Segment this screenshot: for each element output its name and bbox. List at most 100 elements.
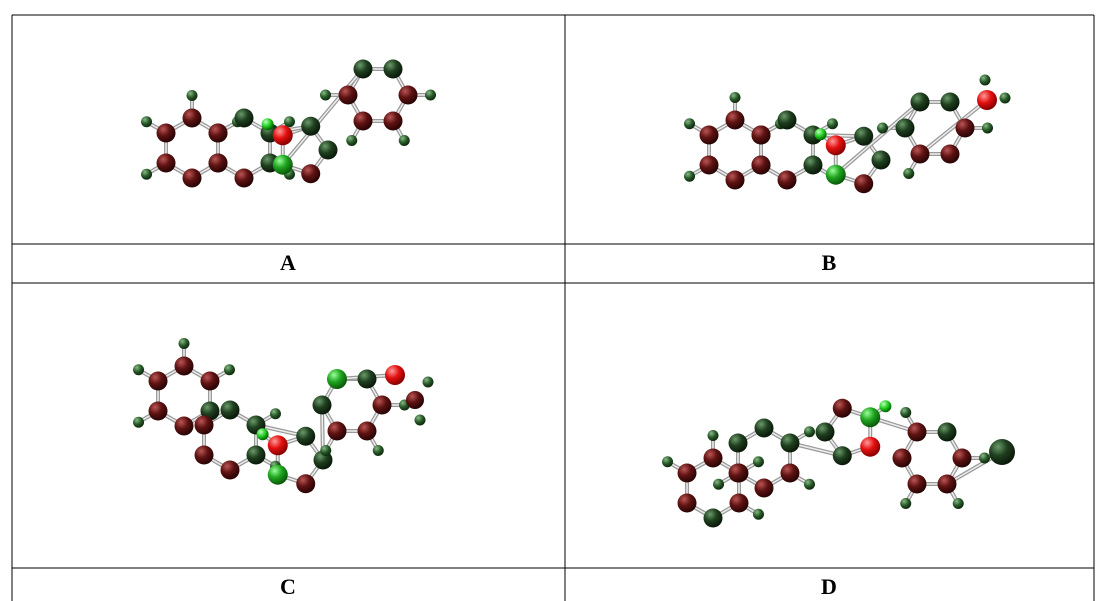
atom bbox=[273, 125, 293, 145]
atom bbox=[221, 401, 240, 420]
atom bbox=[358, 370, 377, 389]
atom bbox=[877, 123, 888, 134]
atom bbox=[328, 421, 347, 440]
atom bbox=[319, 141, 338, 160]
atom bbox=[678, 494, 697, 513]
atom bbox=[989, 439, 1015, 465]
atom bbox=[896, 119, 915, 138]
atom bbox=[860, 407, 880, 427]
atom bbox=[1000, 93, 1011, 104]
atom bbox=[755, 419, 774, 438]
atom bbox=[854, 174, 873, 193]
atom bbox=[900, 498, 911, 509]
atom bbox=[246, 446, 265, 465]
atom bbox=[953, 498, 964, 509]
atom bbox=[235, 169, 254, 188]
atom bbox=[221, 461, 240, 480]
atom bbox=[133, 417, 144, 428]
panel-label: A bbox=[280, 250, 296, 275]
atom bbox=[200, 372, 219, 391]
atom bbox=[268, 465, 288, 485]
atom bbox=[713, 479, 724, 490]
atom bbox=[982, 123, 993, 134]
atom bbox=[149, 402, 168, 421]
atom bbox=[301, 164, 320, 183]
atom bbox=[804, 426, 815, 437]
atom bbox=[729, 494, 748, 513]
atom bbox=[187, 90, 198, 101]
atom bbox=[384, 60, 403, 79]
atom bbox=[662, 456, 673, 467]
atom bbox=[938, 474, 957, 493]
atom bbox=[406, 391, 424, 409]
figure: A B C D bbox=[0, 0, 1105, 601]
atom bbox=[908, 474, 927, 493]
atom bbox=[729, 464, 748, 483]
atom bbox=[183, 109, 202, 128]
atom bbox=[908, 423, 927, 442]
atom bbox=[385, 365, 405, 385]
atom bbox=[803, 156, 822, 175]
atom bbox=[296, 474, 315, 493]
atom bbox=[133, 364, 144, 375]
atom bbox=[753, 509, 764, 520]
atom bbox=[729, 434, 748, 453]
atom bbox=[854, 127, 873, 146]
atom bbox=[373, 445, 384, 456]
atom bbox=[956, 119, 975, 138]
atom bbox=[816, 423, 835, 442]
atom bbox=[235, 109, 254, 128]
atom bbox=[358, 421, 377, 440]
atom bbox=[704, 509, 723, 528]
atom bbox=[815, 128, 827, 140]
atom bbox=[678, 464, 697, 483]
atom bbox=[826, 165, 846, 185]
atom bbox=[301, 117, 320, 136]
atom bbox=[778, 111, 797, 130]
atom bbox=[354, 60, 373, 79]
atom bbox=[700, 126, 719, 145]
atom bbox=[979, 453, 990, 464]
atom bbox=[423, 377, 434, 388]
atom bbox=[320, 445, 331, 456]
atom bbox=[780, 434, 799, 453]
atom bbox=[179, 338, 190, 349]
atom bbox=[320, 90, 331, 101]
atom bbox=[827, 118, 838, 129]
atom bbox=[977, 90, 997, 110]
atom bbox=[384, 111, 403, 130]
atom bbox=[911, 93, 930, 112]
atom bbox=[149, 372, 168, 391]
atom bbox=[980, 75, 991, 86]
atom bbox=[893, 449, 912, 468]
atom bbox=[708, 430, 719, 441]
atom bbox=[752, 156, 771, 175]
atom bbox=[804, 479, 815, 490]
atom bbox=[339, 86, 358, 105]
atom bbox=[700, 156, 719, 175]
atom bbox=[704, 449, 723, 468]
atom bbox=[399, 86, 418, 105]
atom bbox=[860, 437, 880, 457]
atom bbox=[730, 92, 741, 103]
atom bbox=[684, 118, 695, 129]
atom bbox=[296, 427, 315, 446]
atom bbox=[726, 171, 745, 190]
atom bbox=[141, 169, 152, 180]
atom bbox=[224, 364, 235, 375]
atom bbox=[195, 446, 214, 465]
atom bbox=[780, 464, 799, 483]
page: A B C D (() => { const data = JSON.parse… bbox=[0, 0, 1105, 601]
atom bbox=[941, 144, 960, 163]
atom bbox=[270, 408, 281, 419]
atom bbox=[157, 154, 176, 173]
panel-label: B bbox=[822, 250, 837, 275]
atom bbox=[141, 116, 152, 127]
atom bbox=[953, 449, 972, 468]
atom bbox=[183, 169, 202, 188]
background bbox=[0, 0, 1105, 601]
atom bbox=[826, 135, 846, 155]
atom bbox=[175, 417, 194, 436]
atom bbox=[879, 400, 891, 412]
atom bbox=[425, 90, 436, 101]
